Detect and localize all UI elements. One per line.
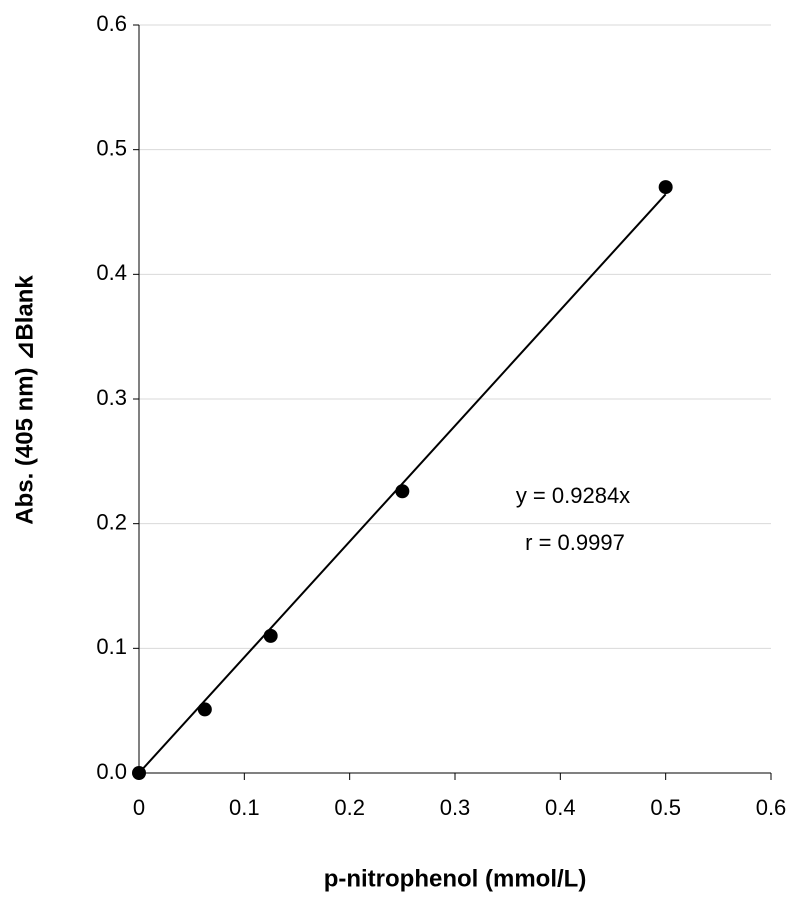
data-point <box>658 180 673 195</box>
y-tick-label: 0.4 <box>96 260 127 285</box>
x-tick-label: 0.1 <box>229 795 260 820</box>
y-tick-label: 0.2 <box>96 509 127 534</box>
x-tick-label: 0.5 <box>650 795 681 820</box>
data-point <box>395 484 410 499</box>
y-tick-label: 0.3 <box>96 385 127 410</box>
data-point <box>132 766 146 780</box>
x-tick-label: 0.3 <box>440 795 471 820</box>
data-point <box>197 702 212 717</box>
annotation: r = 0.9997 <box>525 530 625 555</box>
y-tick-label: 0.6 <box>96 11 127 36</box>
data-point <box>263 628 278 643</box>
y-tick-label: 0.1 <box>96 634 127 659</box>
x-tick-label: 0.4 <box>545 795 576 820</box>
y-tick-label: 0.5 <box>96 135 127 160</box>
y-axis-title: Abs. (405 nm) ⊿Blank <box>11 275 38 525</box>
x-tick-label: 0.2 <box>334 795 365 820</box>
x-tick-label: 0.6 <box>756 795 787 820</box>
x-axis-title: p-nitrophenol (mmol/L) <box>324 865 587 892</box>
y-tick-label: 0.0 <box>96 759 127 784</box>
equation-label: y = 0.9284x <box>516 483 630 508</box>
x-tick-label: 0 <box>133 795 145 820</box>
trendline <box>138 193 667 774</box>
